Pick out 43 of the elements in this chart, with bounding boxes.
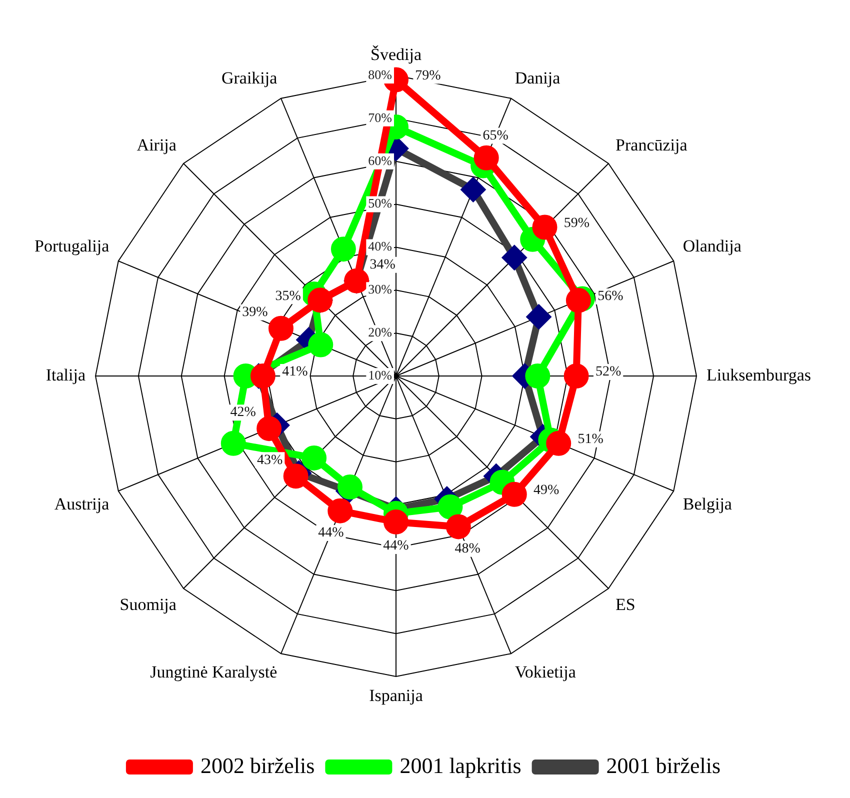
y-tick-label: 70%	[368, 110, 392, 125]
data-label: 56%	[598, 289, 624, 304]
data-label: 39%	[242, 305, 268, 320]
spoke-label: Graikija	[221, 68, 278, 88]
spoke-label: Austrija	[54, 494, 110, 514]
data-label: 42%	[230, 405, 256, 420]
data-label: 65%	[482, 128, 509, 144]
spoke-label: Airija	[136, 136, 177, 155]
spoke-label: Belgija	[682, 494, 732, 514]
spoke-label: Olandija	[682, 236, 742, 256]
data-label: 43%	[256, 452, 283, 468]
spoke-label: Portugalija	[34, 236, 110, 256]
y-tick-label: 80%	[368, 66, 392, 82]
data-label: 35%	[275, 288, 302, 304]
spoke-label: ES	[616, 595, 636, 614]
legend-label: 2002 birželis	[200, 752, 315, 778]
spoke-label: Liuksemburgas	[706, 365, 812, 384]
data-label: 41%	[282, 364, 308, 380]
spoke-label: Švedija	[370, 44, 422, 64]
spoke-label: Suomija	[120, 595, 177, 614]
data-label: 59%	[564, 216, 590, 231]
y-tick-label: 50%	[368, 196, 392, 211]
y-tick-label: 10%	[368, 367, 392, 382]
data-label: 79%	[415, 68, 442, 84]
data-label: 49%	[534, 483, 560, 498]
y-tick-label: 20%	[368, 324, 392, 340]
y-tick-label: 40%	[368, 238, 392, 254]
data-label: 52%	[595, 364, 622, 380]
y-tick-label: 60%	[368, 152, 392, 168]
spoke-label: Vokietija	[514, 662, 576, 682]
legend-label: 2001 lapkritis	[400, 752, 522, 778]
data-label: 44%	[318, 526, 344, 541]
data-label: 44%	[383, 538, 410, 554]
data-label: 48%	[454, 542, 481, 557]
spoke-label: Italija	[46, 365, 86, 384]
spoke-label: Danija	[514, 68, 561, 88]
data-label: 34%	[370, 257, 396, 272]
legend-label: 2001 birželis	[606, 752, 721, 778]
spoke-label: Jungtinė Karalystė	[150, 662, 278, 682]
y-tick-label: 30%	[368, 282, 392, 297]
spoke-label: Prancūzija	[616, 136, 688, 155]
spoke-label: Ispanija	[369, 686, 424, 706]
data-label: 51%	[578, 432, 604, 448]
